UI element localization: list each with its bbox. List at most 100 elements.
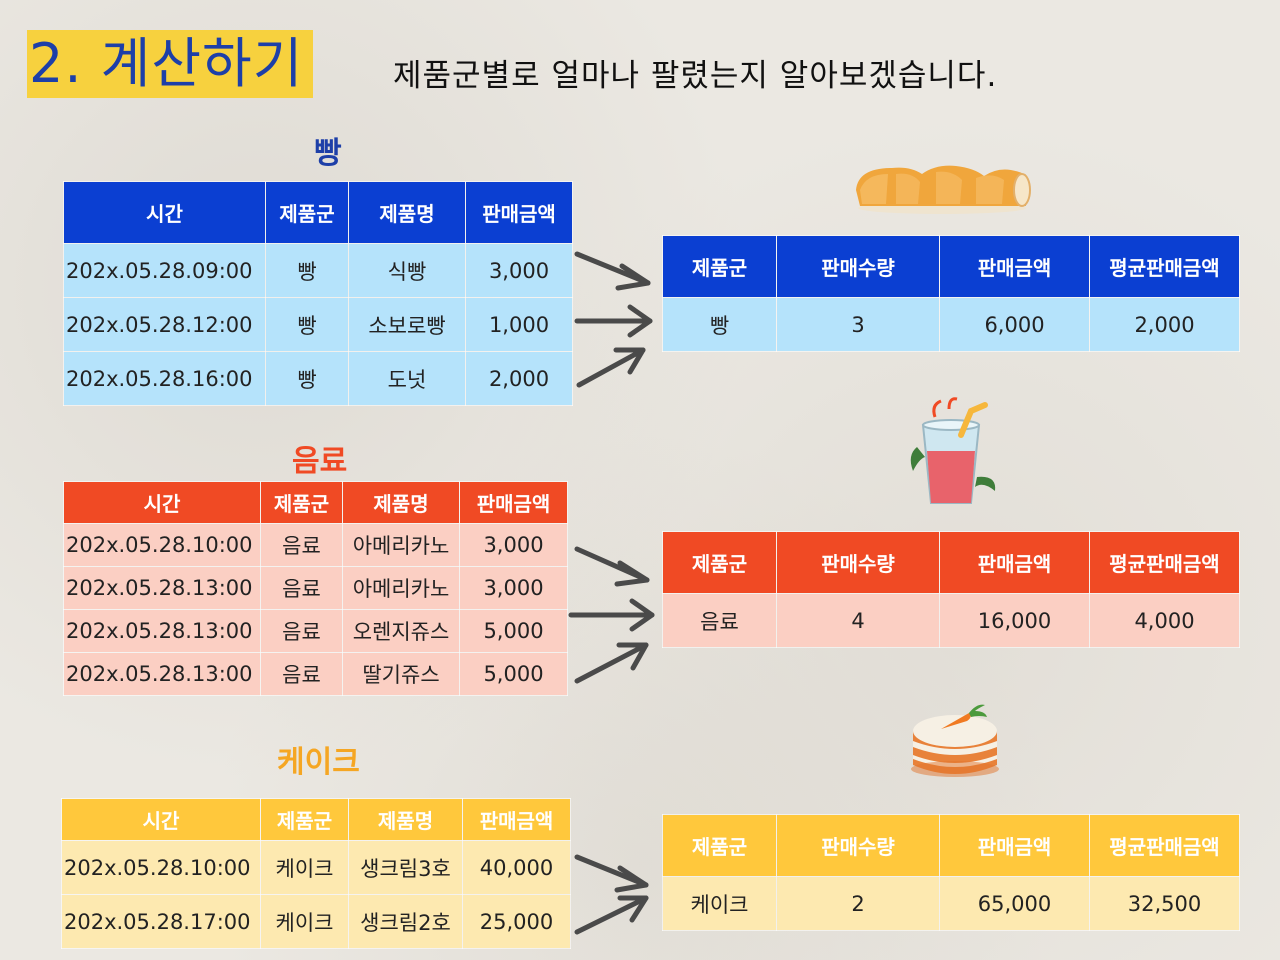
header-time: 시간	[63, 481, 261, 524]
arrow-right-icon	[574, 642, 649, 684]
cell-time: 202x.05.28.10:00	[61, 840, 261, 895]
page-title: 2. 계산하기	[29, 32, 304, 95]
cell-category: 케이크	[260, 840, 349, 895]
cell-amount: 40,000	[462, 840, 571, 895]
header-product: 제품명	[348, 181, 466, 244]
header-amount: 판매금액	[939, 531, 1090, 594]
cell-product: 딸기쥬스	[342, 652, 460, 696]
section-label-cake: 케이크	[277, 745, 360, 780]
cell-time: 202x.05.28.10:00	[63, 523, 261, 567]
carrot-cake-icon	[911, 704, 999, 777]
bread-summary-table: 제품군 판매수량 판매금액 평균판매금액 빵 3 6,000 2,000	[662, 235, 1240, 352]
header-product: 제품명	[342, 481, 460, 524]
bread-loaf-icon	[856, 165, 1031, 214]
cell-category: 케이크	[260, 894, 349, 949]
cell-category: 빵	[265, 351, 349, 406]
table-row: 202x.05.28.10:00 케이크 생크림3호 40,000	[61, 840, 571, 895]
table-header-row: 제품군 판매수량 판매금액 평균판매금액	[662, 814, 1240, 877]
cell-product: 도넛	[348, 351, 466, 406]
table-header-row: 시간 제품군 제품명 판매금액	[63, 181, 573, 244]
cell-average: 32,500	[1089, 876, 1240, 931]
header-category: 제품군	[662, 814, 777, 877]
section-label-bread: 빵	[314, 136, 342, 171]
cell-amount: 65,000	[939, 876, 1090, 931]
cell-quantity: 3	[776, 297, 940, 352]
header-average: 평균판매금액	[1089, 531, 1240, 594]
table-row: 202x.05.28.10:00 음료 아메리카노 3,000	[63, 523, 568, 567]
cell-time: 202x.05.28.13:00	[63, 566, 261, 610]
juice-cup-icon	[910, 397, 996, 504]
cell-time: 202x.05.28.09:00	[63, 243, 266, 298]
header-quantity: 판매수량	[776, 531, 940, 594]
arrow-right-icon	[574, 895, 649, 935]
header-category: 제품군	[662, 531, 777, 594]
header-quantity: 판매수량	[776, 235, 940, 298]
cell-category: 빵	[265, 243, 349, 298]
header-amount: 판매금액	[462, 798, 571, 841]
header-average: 평균판매금액	[1089, 235, 1240, 298]
cell-category: 음료	[260, 566, 343, 610]
table-header-row: 제품군 판매수량 판매금액 평균판매금액	[662, 235, 1240, 298]
table-row: 빵 3 6,000 2,000	[662, 297, 1240, 352]
arrow-right-icon	[574, 546, 650, 587]
page-subtitle: 제품군별로 얼마나 팔렸는지 알아보겠습니다.	[393, 58, 998, 94]
header-amount: 판매금액	[939, 814, 1090, 877]
cell-category: 음료	[260, 652, 343, 696]
cell-product: 오렌지쥬스	[342, 609, 460, 653]
arrow-right-icon	[574, 854, 649, 893]
cell-quantity: 2	[776, 876, 940, 931]
table-row: 202x.05.28.12:00 빵 소보로빵 1,000	[63, 297, 573, 352]
header-product: 제품명	[348, 798, 463, 841]
cell-product: 생크림2호	[348, 894, 463, 949]
header-category: 제품군	[265, 181, 349, 244]
arrow-right-icon	[574, 251, 651, 291]
cell-product: 소보로빵	[348, 297, 466, 352]
header-time: 시간	[63, 181, 266, 244]
cell-quantity: 4	[776, 593, 940, 648]
cell-amount: 3,000	[459, 566, 568, 610]
table-row: 202x.05.28.17:00 케이크 생크림2호 25,000	[61, 894, 571, 949]
header-category: 제품군	[662, 235, 777, 298]
cell-time: 202x.05.28.12:00	[63, 297, 266, 352]
cell-amount: 6,000	[939, 297, 1090, 352]
cell-amount: 5,000	[459, 609, 568, 653]
cell-time: 202x.05.28.13:00	[63, 609, 261, 653]
cell-time: 202x.05.28.13:00	[63, 652, 261, 696]
table-header-row: 시간 제품군 제품명 판매금액	[63, 481, 568, 524]
cell-amount: 1,000	[465, 297, 573, 352]
header-category: 제품군	[260, 798, 349, 841]
cell-amount: 25,000	[462, 894, 571, 949]
table-row: 케이크 2 65,000 32,500	[662, 876, 1240, 931]
cell-amount: 3,000	[459, 523, 568, 567]
header-category: 제품군	[260, 481, 343, 524]
cell-category: 음료	[260, 523, 343, 567]
bread-source-table: 시간 제품군 제품명 판매금액 202x.05.28.09:00 빵 식빵 3,…	[63, 181, 573, 406]
cell-product: 아메리카노	[342, 523, 460, 567]
table-row: 202x.05.28.09:00 빵 식빵 3,000	[63, 243, 573, 298]
cell-amount: 2,000	[465, 351, 573, 406]
header-average: 평균판매금액	[1089, 814, 1240, 877]
title-banner: 2. 계산하기	[27, 30, 313, 98]
cell-amount: 3,000	[465, 243, 573, 298]
table-row: 202x.05.28.13:00 음료 아메리카노 3,000	[63, 566, 568, 610]
cell-product: 생크림3호	[348, 840, 463, 895]
cell-product: 아메리카노	[342, 566, 460, 610]
cell-average: 4,000	[1089, 593, 1240, 648]
drink-summary-table: 제품군 판매수량 판매금액 평균판매금액 음료 4 16,000 4,000	[662, 531, 1240, 648]
table-header-row: 제품군 판매수량 판매금액 평균판매금액	[662, 531, 1240, 594]
header-quantity: 판매수량	[776, 814, 940, 877]
cake-summary-table: 제품군 판매수량 판매금액 평균판매금액 케이크 2 65,000 32,500	[662, 814, 1240, 931]
arrow-right-icon	[574, 304, 653, 338]
cell-average: 2,000	[1089, 297, 1240, 352]
table-row: 202x.05.28.13:00 음료 오렌지쥬스 5,000	[63, 609, 568, 653]
table-row: 202x.05.28.16:00 빵 도넛 2,000	[63, 351, 573, 406]
section-label-drink: 음료	[292, 444, 348, 479]
cell-amount: 16,000	[939, 593, 1090, 648]
cell-category: 케이크	[662, 876, 777, 931]
cell-category: 빵	[265, 297, 349, 352]
cake-source-table: 시간 제품군 제품명 판매금액 202x.05.28.10:00 케이크 생크림…	[61, 798, 571, 949]
header-time: 시간	[61, 798, 261, 841]
table-row: 202x.05.28.13:00 음료 딸기쥬스 5,000	[63, 652, 568, 696]
cell-category: 음료	[662, 593, 777, 648]
header-amount: 판매금액	[939, 235, 1090, 298]
